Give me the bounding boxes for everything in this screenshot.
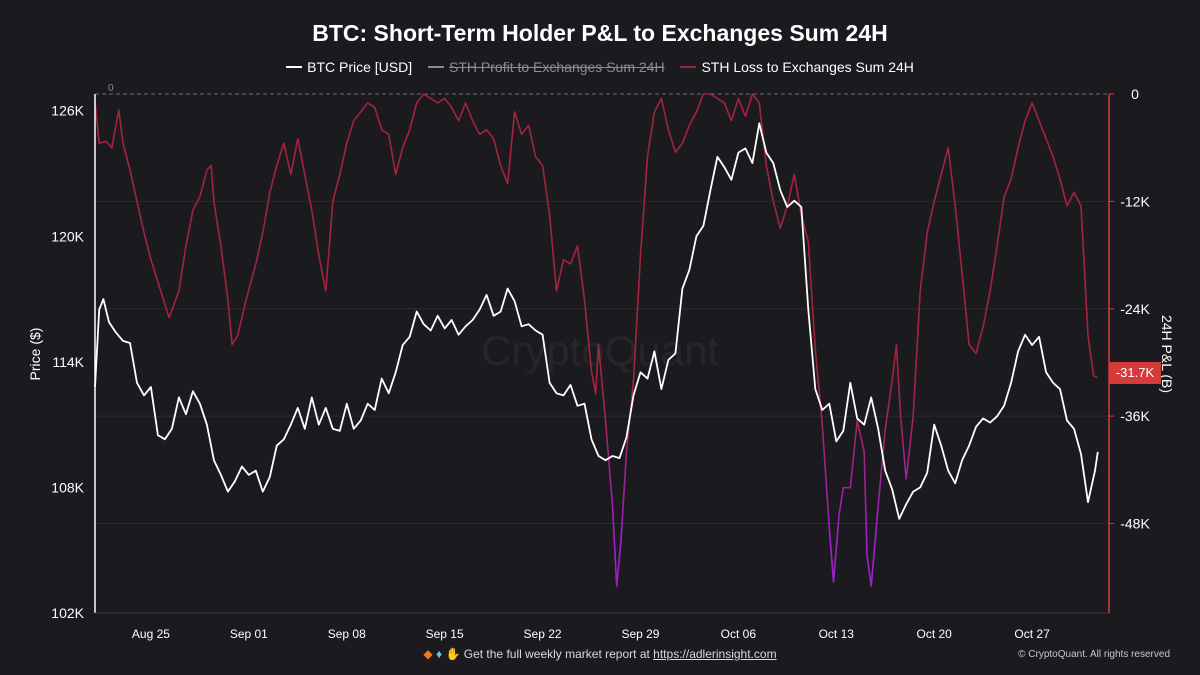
x-tick-label: Oct 13 — [819, 627, 855, 641]
x-tick-label: Sep 08 — [328, 627, 366, 641]
right-tick-label: -12K — [1120, 193, 1150, 209]
x-axis-ticks: Aug 25 Sep 01 Sep 08 Sep 15 Sep 22 Sep 29 Oct … — [132, 627, 1050, 641]
legend-label-profit: STH Profit to Exchanges Sum 24H — [449, 59, 665, 75]
left-tick-label: 126K — [51, 103, 84, 119]
gem-icon: ♦ — [435, 647, 443, 661]
left-tick-label: 120K — [51, 228, 84, 244]
series-line-sth-loss — [94, 93, 1099, 587]
legend-label-loss: STH Loss to Exchanges Sum 24H — [701, 59, 914, 75]
x-tick-label: Oct 06 — [721, 627, 757, 641]
legend-item-profit[interactable]: STH Profit to Exchanges Sum 24H — [428, 59, 665, 75]
last-value-badge: -31.7K — [1109, 362, 1161, 384]
legend: BTC Price [USD] STH Profit to Exchanges … — [0, 59, 1200, 75]
x-tick-label: Aug 25 — [132, 627, 170, 641]
footer-text: Get the full weekly market report at — [463, 647, 650, 661]
right-tick-label: -36K — [1120, 408, 1150, 424]
right-axis-ticks: 0 -12K -24K -36K -48K — [1109, 86, 1150, 532]
grid — [95, 200, 1109, 525]
diamond-orange-icon: ◆ — [423, 647, 433, 661]
raised-hands-icon: ✋ — [445, 647, 461, 661]
right-tick-label: 0 — [1131, 86, 1139, 102]
x-tick-label: Sep 22 — [524, 627, 562, 641]
left-tick-label: 114K — [52, 354, 84, 370]
legend-swatch-price — [286, 66, 303, 69]
left-tick-label: 102K — [51, 605, 84, 621]
x-tick-label: Sep 01 — [230, 627, 268, 641]
copyright: © CryptoQuant. All rights reserved — [1018, 649, 1170, 660]
right-axis-label: 24H P&L (B) — [1159, 315, 1175, 393]
chart-title: BTC: Short-Term Holder P&L to Exchanges … — [312, 20, 888, 46]
legend-swatch-profit — [428, 66, 445, 69]
x-tick-label: Sep 15 — [426, 627, 464, 641]
footer-link[interactable]: https://adlerinsight.com — [653, 647, 777, 661]
legend-swatch-loss — [680, 66, 697, 69]
legend-item-loss[interactable]: STH Loss to Exchanges Sum 24H — [680, 59, 914, 75]
footer-promo: ◆ ♦ ✋ Get the full weekly market report … — [0, 647, 1200, 661]
right-tick-label: -48K — [1120, 516, 1150, 532]
legend-label-price: BTC Price [USD] — [307, 59, 413, 75]
x-tick-label: Oct 27 — [1014, 627, 1050, 641]
left-axis-ticks: 126K 120K 114K 108K 102K — [51, 103, 84, 621]
x-tick-label: Oct 20 — [916, 627, 952, 641]
left-tick-label: 108K — [51, 479, 84, 495]
series-line-btc-price — [94, 122, 1099, 520]
legend-item-price[interactable]: BTC Price [USD] — [286, 59, 412, 75]
left-axis-label: Price ($) — [27, 328, 43, 381]
zero-line-label: 0 — [108, 83, 114, 94]
x-tick-label: Sep 29 — [621, 627, 659, 641]
right-tick-label: -24K — [1120, 301, 1150, 317]
